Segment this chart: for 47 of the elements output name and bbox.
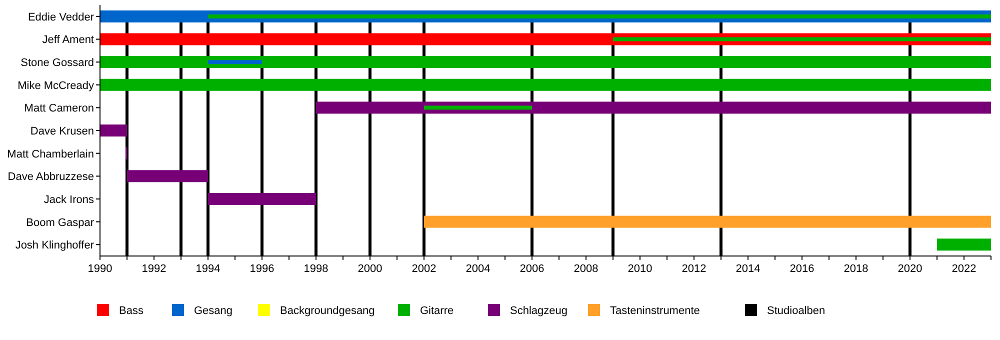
bar <box>100 124 127 136</box>
x-tick-label: 2018 <box>844 263 868 275</box>
bar <box>127 170 208 182</box>
x-tick-label: 2004 <box>466 263 490 275</box>
x-tick-label: 2002 <box>412 263 436 275</box>
x-tick-label: 1998 <box>304 263 328 275</box>
bar <box>100 78 991 91</box>
legend-label: Schlagzeug <box>510 305 568 317</box>
x-tick-label: 2020 <box>898 263 922 275</box>
legend-label: Gesang <box>194 305 233 317</box>
y-tick-label: Dave Abbruzzese <box>8 171 94 184</box>
y-tick-label: Matt Chamberlain <box>7 148 94 160</box>
y-tick-label: Eddie Vedder <box>28 11 94 24</box>
y-tick-label: Jeff Ament <box>42 34 94 46</box>
x-tick-label: 2016 <box>790 263 814 275</box>
x-tick-label: 2012 <box>682 263 706 275</box>
legend-label: Gitarre <box>420 305 454 317</box>
bar <box>937 238 991 251</box>
x-tick-label: 2006 <box>520 263 544 275</box>
x-tick-label: 2000 <box>358 263 382 275</box>
bar <box>100 56 991 68</box>
x-tick-label: 2010 <box>628 263 652 275</box>
x-tick-label: 1994 <box>196 263 220 275</box>
bar <box>613 37 991 42</box>
x-tick-label: 1992 <box>142 263 166 275</box>
y-tick-label: Jack Irons <box>44 194 94 206</box>
bar <box>208 14 991 18</box>
y-tick-label: Mike McCready <box>18 80 94 92</box>
x-tick-label: 1996 <box>250 263 274 275</box>
x-tick-label: 1990 <box>88 263 112 275</box>
bar <box>424 106 532 110</box>
x-tick-label: 2014 <box>736 263 760 275</box>
y-tick-label: Matt Cameron <box>24 102 94 115</box>
y-tick-label: Josh Klinghoffer <box>15 240 94 252</box>
legend-label: Backgroundgesang <box>280 305 375 317</box>
y-tick-label: Dave Krusen <box>30 126 94 138</box>
legend-label: Studioalben <box>767 305 826 317</box>
x-tick-label: 2008 <box>574 263 598 275</box>
bar <box>208 60 262 64</box>
y-tick-label: Boom Gaspar <box>26 216 94 229</box>
legend-label: Tasteninstrumente <box>610 305 700 317</box>
legend-label: Bass <box>119 305 144 317</box>
x-tick-label: 2022 <box>952 263 976 275</box>
y-tick-label: Stone Gossard <box>20 57 94 70</box>
bar <box>316 102 991 114</box>
bar <box>424 216 991 228</box>
bar <box>208 192 316 205</box>
